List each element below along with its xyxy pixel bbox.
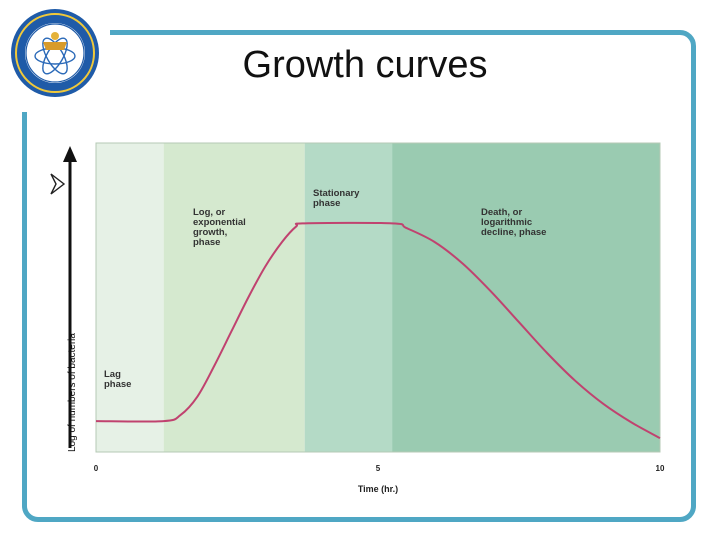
phase-label-line: logarithmic [481,217,532,228]
phase-band-1 [163,143,305,452]
y-axis-label: Log of numbers of bacteria [67,333,78,452]
phase-label-line: Lag [104,369,121,380]
phase-label-line: growth, [193,227,227,238]
slide-frame [22,30,696,522]
phase-label-line: phase [193,237,220,248]
growth-curve-line [95,221,661,439]
y-axis-arrowhead [63,146,77,162]
phase-label-line: Death, or [481,207,522,218]
arrowhead-bullet-icon [50,173,66,195]
phase-band-3 [392,143,660,452]
phase-band-0 [96,143,164,452]
slide-title: Growth curves [242,44,488,86]
x-tick-label: 5 [376,464,381,473]
seal-inner-disc [25,23,85,83]
seal-gold-ring [15,13,95,93]
university-seal-logo [11,9,99,97]
phase-label-3: Death, or logarithmic decline, phase [481,207,546,238]
x-tick-labels: 0 5 10 [94,464,665,473]
phase-label-line: phase [313,198,340,209]
x-tick-label: 10 [656,464,665,473]
phase-label-line: Log, or [193,207,225,218]
phase-label-line: Stationary [313,188,360,199]
phase-label-line: decline, phase [481,227,546,238]
seal-emblem [43,42,67,50]
phase-label-line: exponential [193,217,246,228]
x-tick-label: 0 [94,464,99,473]
plot-area-border [95,142,661,453]
phase-label-line: phase [104,379,131,390]
phase-label-1: Log, or exponential growth, phase [193,207,246,248]
phase-label-2: Stationary phase [313,188,360,209]
phase-bands [95,142,661,453]
x-axis-label: Time (hr.) [358,484,398,494]
phase-band-2 [304,143,393,452]
phase-label-0: Lag phase [104,369,131,390]
